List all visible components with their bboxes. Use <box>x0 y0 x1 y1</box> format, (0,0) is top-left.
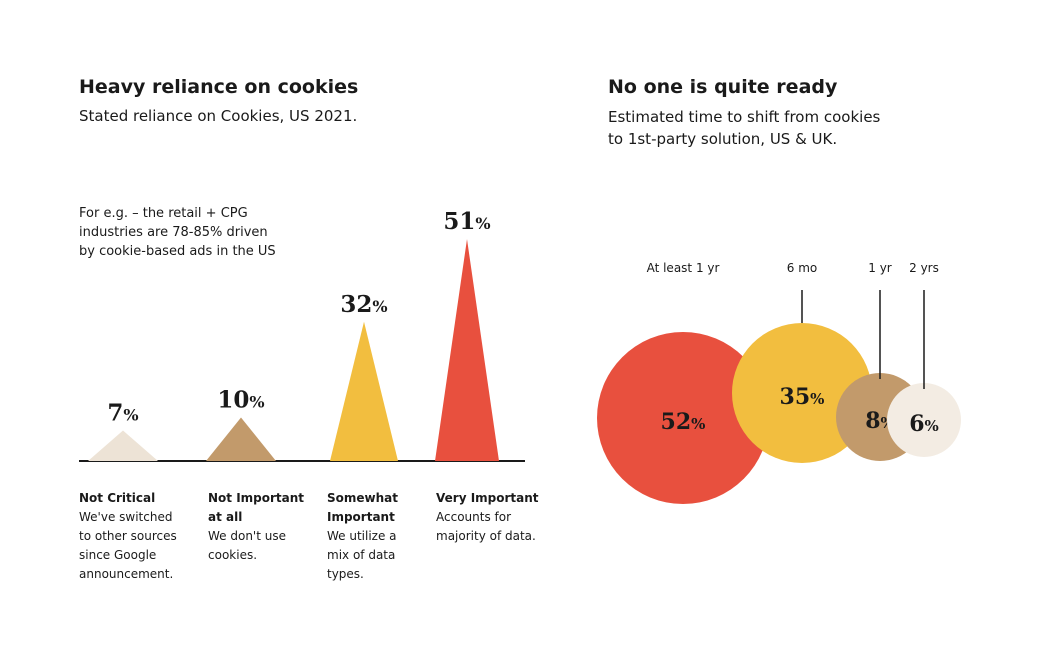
bubble-value-1: 52% <box>661 409 706 435</box>
category-name: Not Important at all <box>208 491 305 524</box>
category-label-4: Very Important Accounts for majority of d… <box>436 489 556 546</box>
bubble-category-4: 2 yrs <box>909 261 939 275</box>
value-number: 7 <box>107 400 123 427</box>
bubble-category-2: 6 mo <box>787 261 817 275</box>
bubble-value-4: 6% <box>909 411 939 437</box>
category-description: We utilize a mix of data types. <box>327 529 397 581</box>
value-unit: % <box>372 297 387 316</box>
bubble-1 <box>597 332 769 504</box>
left-chart-title: Heavy reliance on cookies <box>79 76 359 98</box>
category-name: Very Important <box>436 491 539 505</box>
value-number: 52 <box>661 409 692 435</box>
value-number: 6 <box>909 411 924 437</box>
value-label-2: 10% <box>217 387 264 414</box>
triangle-bar-2 <box>206 417 276 461</box>
value-unit: % <box>691 415 705 433</box>
triangle-bar-1 <box>88 430 158 461</box>
category-label-1: Not Critical We've switched to other sour… <box>79 489 191 584</box>
triangle-bar-3 <box>330 321 398 461</box>
category-description: We've switched to other sources since Go… <box>79 510 177 581</box>
category-label-2: Not Important at all We don't use cookies… <box>208 489 320 565</box>
value-label-4: 51% <box>443 208 490 235</box>
bubble-category-3: 1 yr <box>868 261 892 275</box>
value-unit: % <box>810 390 824 408</box>
value-number: 35 <box>780 384 811 410</box>
category-description: Accounts for majority of data. <box>436 510 536 543</box>
value-number: 51 <box>443 208 475 235</box>
bubble-4 <box>887 383 961 457</box>
value-number: 32 <box>340 291 372 318</box>
value-unit: % <box>249 393 264 412</box>
bubble-2 <box>732 323 872 463</box>
triangle-bar-4 <box>435 239 499 461</box>
value-number: 8 <box>865 408 880 434</box>
value-label-3: 32% <box>340 291 387 318</box>
value-number: 10 <box>217 387 249 414</box>
category-description: We don't use cookies. <box>208 529 286 562</box>
right-chart-title: No one is quite ready <box>608 76 838 98</box>
left-chart-note: For e.g. – the retail + CPG industries a… <box>79 206 276 259</box>
left-chart-subtitle: Stated reliance on Cookies, US 2021. <box>79 107 358 125</box>
category-label-3: Somewhat Important We utilize a mix of da… <box>327 489 439 584</box>
category-name: Not Critical <box>79 491 156 505</box>
value-unit: % <box>925 417 939 435</box>
category-name: Somewhat Important <box>327 491 398 524</box>
value-unit: % <box>123 406 138 425</box>
bubble-value-2: 35% <box>780 384 825 410</box>
value-label-1: 7% <box>107 400 138 427</box>
value-unit: % <box>475 214 490 233</box>
right-chart-subtitle: Estimated time to shift from cookies to … <box>608 108 881 148</box>
bubble-category-1: At least 1 yr <box>647 261 720 275</box>
